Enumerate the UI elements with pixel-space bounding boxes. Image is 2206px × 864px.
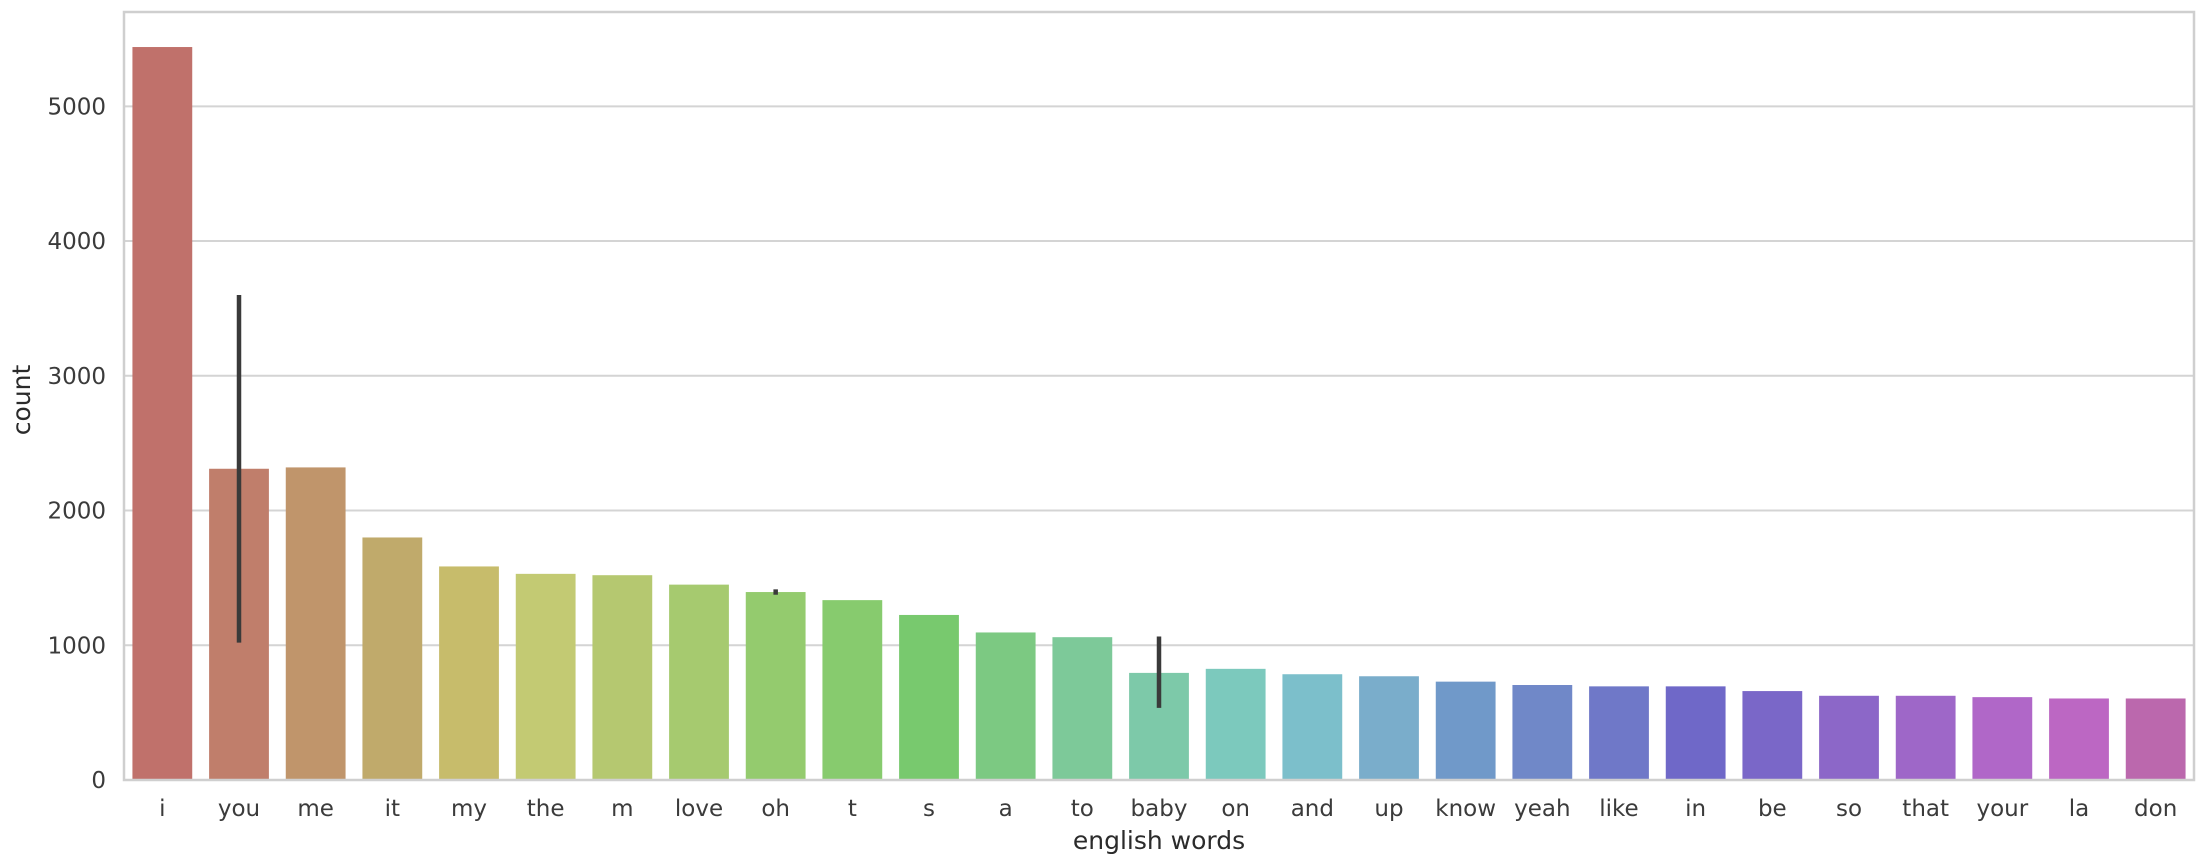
bar-that: [1895, 695, 1956, 780]
bar-my: [439, 566, 499, 780]
bar-m: [592, 575, 653, 780]
x-tick-label: my: [451, 796, 487, 822]
x-tick-label: you: [218, 796, 260, 822]
y-tick-label: 2000: [47, 499, 106, 525]
x-tick-label: the: [527, 796, 565, 822]
x-tick-label: on: [1221, 796, 1250, 822]
bar-a: [975, 632, 1036, 780]
x-tick-label: know: [1435, 796, 1496, 822]
y-axis-title: count: [7, 365, 36, 436]
bar-t: [822, 600, 883, 780]
x-tick-label: up: [1374, 796, 1403, 822]
x-tick-label: to: [1071, 796, 1094, 822]
bar-the: [515, 573, 576, 780]
x-tick-labels: i you me it my the m love oh t s a to baby on and up know…: [159, 796, 2177, 822]
bar-your: [1972, 697, 2033, 780]
y-tick-label: 4000: [47, 229, 106, 255]
x-tick-label: in: [1685, 796, 1706, 822]
bar-me: [285, 467, 346, 780]
bar-i: [132, 47, 193, 781]
bar-so: [1819, 695, 1879, 780]
bar-and: [1282, 674, 1343, 780]
y-tick-label: 3000: [47, 364, 106, 390]
x-tick-label: i: [159, 796, 165, 822]
error-bars: [236, 294, 1162, 708]
x-tick-label: don: [2134, 796, 2177, 822]
bar-love: [669, 584, 729, 780]
bar-be: [1742, 691, 1803, 780]
y-tick-label: 1000: [47, 633, 106, 659]
bar-to: [1052, 637, 1113, 780]
bars: [132, 47, 2186, 781]
bar-la: [2049, 698, 2109, 780]
bar-know: [1435, 681, 1496, 780]
plot-frame: [122, 10, 2196, 782]
x-tick-label: it: [385, 796, 400, 822]
x-tick-label: oh: [761, 796, 790, 822]
bar-s: [899, 614, 959, 780]
x-tick-label: so: [1836, 796, 1862, 822]
x-tick-label: baby: [1131, 796, 1188, 822]
bar-don: [2125, 698, 2186, 780]
y-tick-labels: 0 1000 2000 3000 4000 5000: [47, 94, 106, 794]
bar-yeah: [1512, 685, 1573, 780]
bar-like: [1589, 686, 1649, 780]
y-tick-label: 0: [91, 768, 106, 794]
x-tick-label: a: [999, 796, 1013, 822]
x-tick-label: your: [1976, 796, 2028, 822]
bar-it: [362, 537, 423, 780]
x-tick-label: yeah: [1514, 796, 1570, 822]
x-tick-label: like: [1599, 796, 1638, 822]
x-tick-label: love: [675, 796, 723, 822]
x-tick-label: t: [848, 796, 857, 822]
x-tick-label: me: [297, 796, 334, 822]
y-tick-label: 5000: [47, 94, 106, 120]
bar-oh: [745, 592, 806, 780]
x-axis-title: english words: [1073, 826, 1245, 855]
x-tick-label: be: [1758, 796, 1787, 822]
x-tick-label: that: [1902, 796, 1949, 822]
x-tick-label: s: [923, 796, 935, 822]
x-tick-label: m: [611, 796, 633, 822]
bar-up: [1359, 676, 1419, 780]
bar-in: [1665, 686, 1726, 780]
x-tick-label: la: [2069, 796, 2089, 822]
bar-on: [1205, 668, 1266, 780]
x-tick-label: and: [1291, 796, 1334, 822]
